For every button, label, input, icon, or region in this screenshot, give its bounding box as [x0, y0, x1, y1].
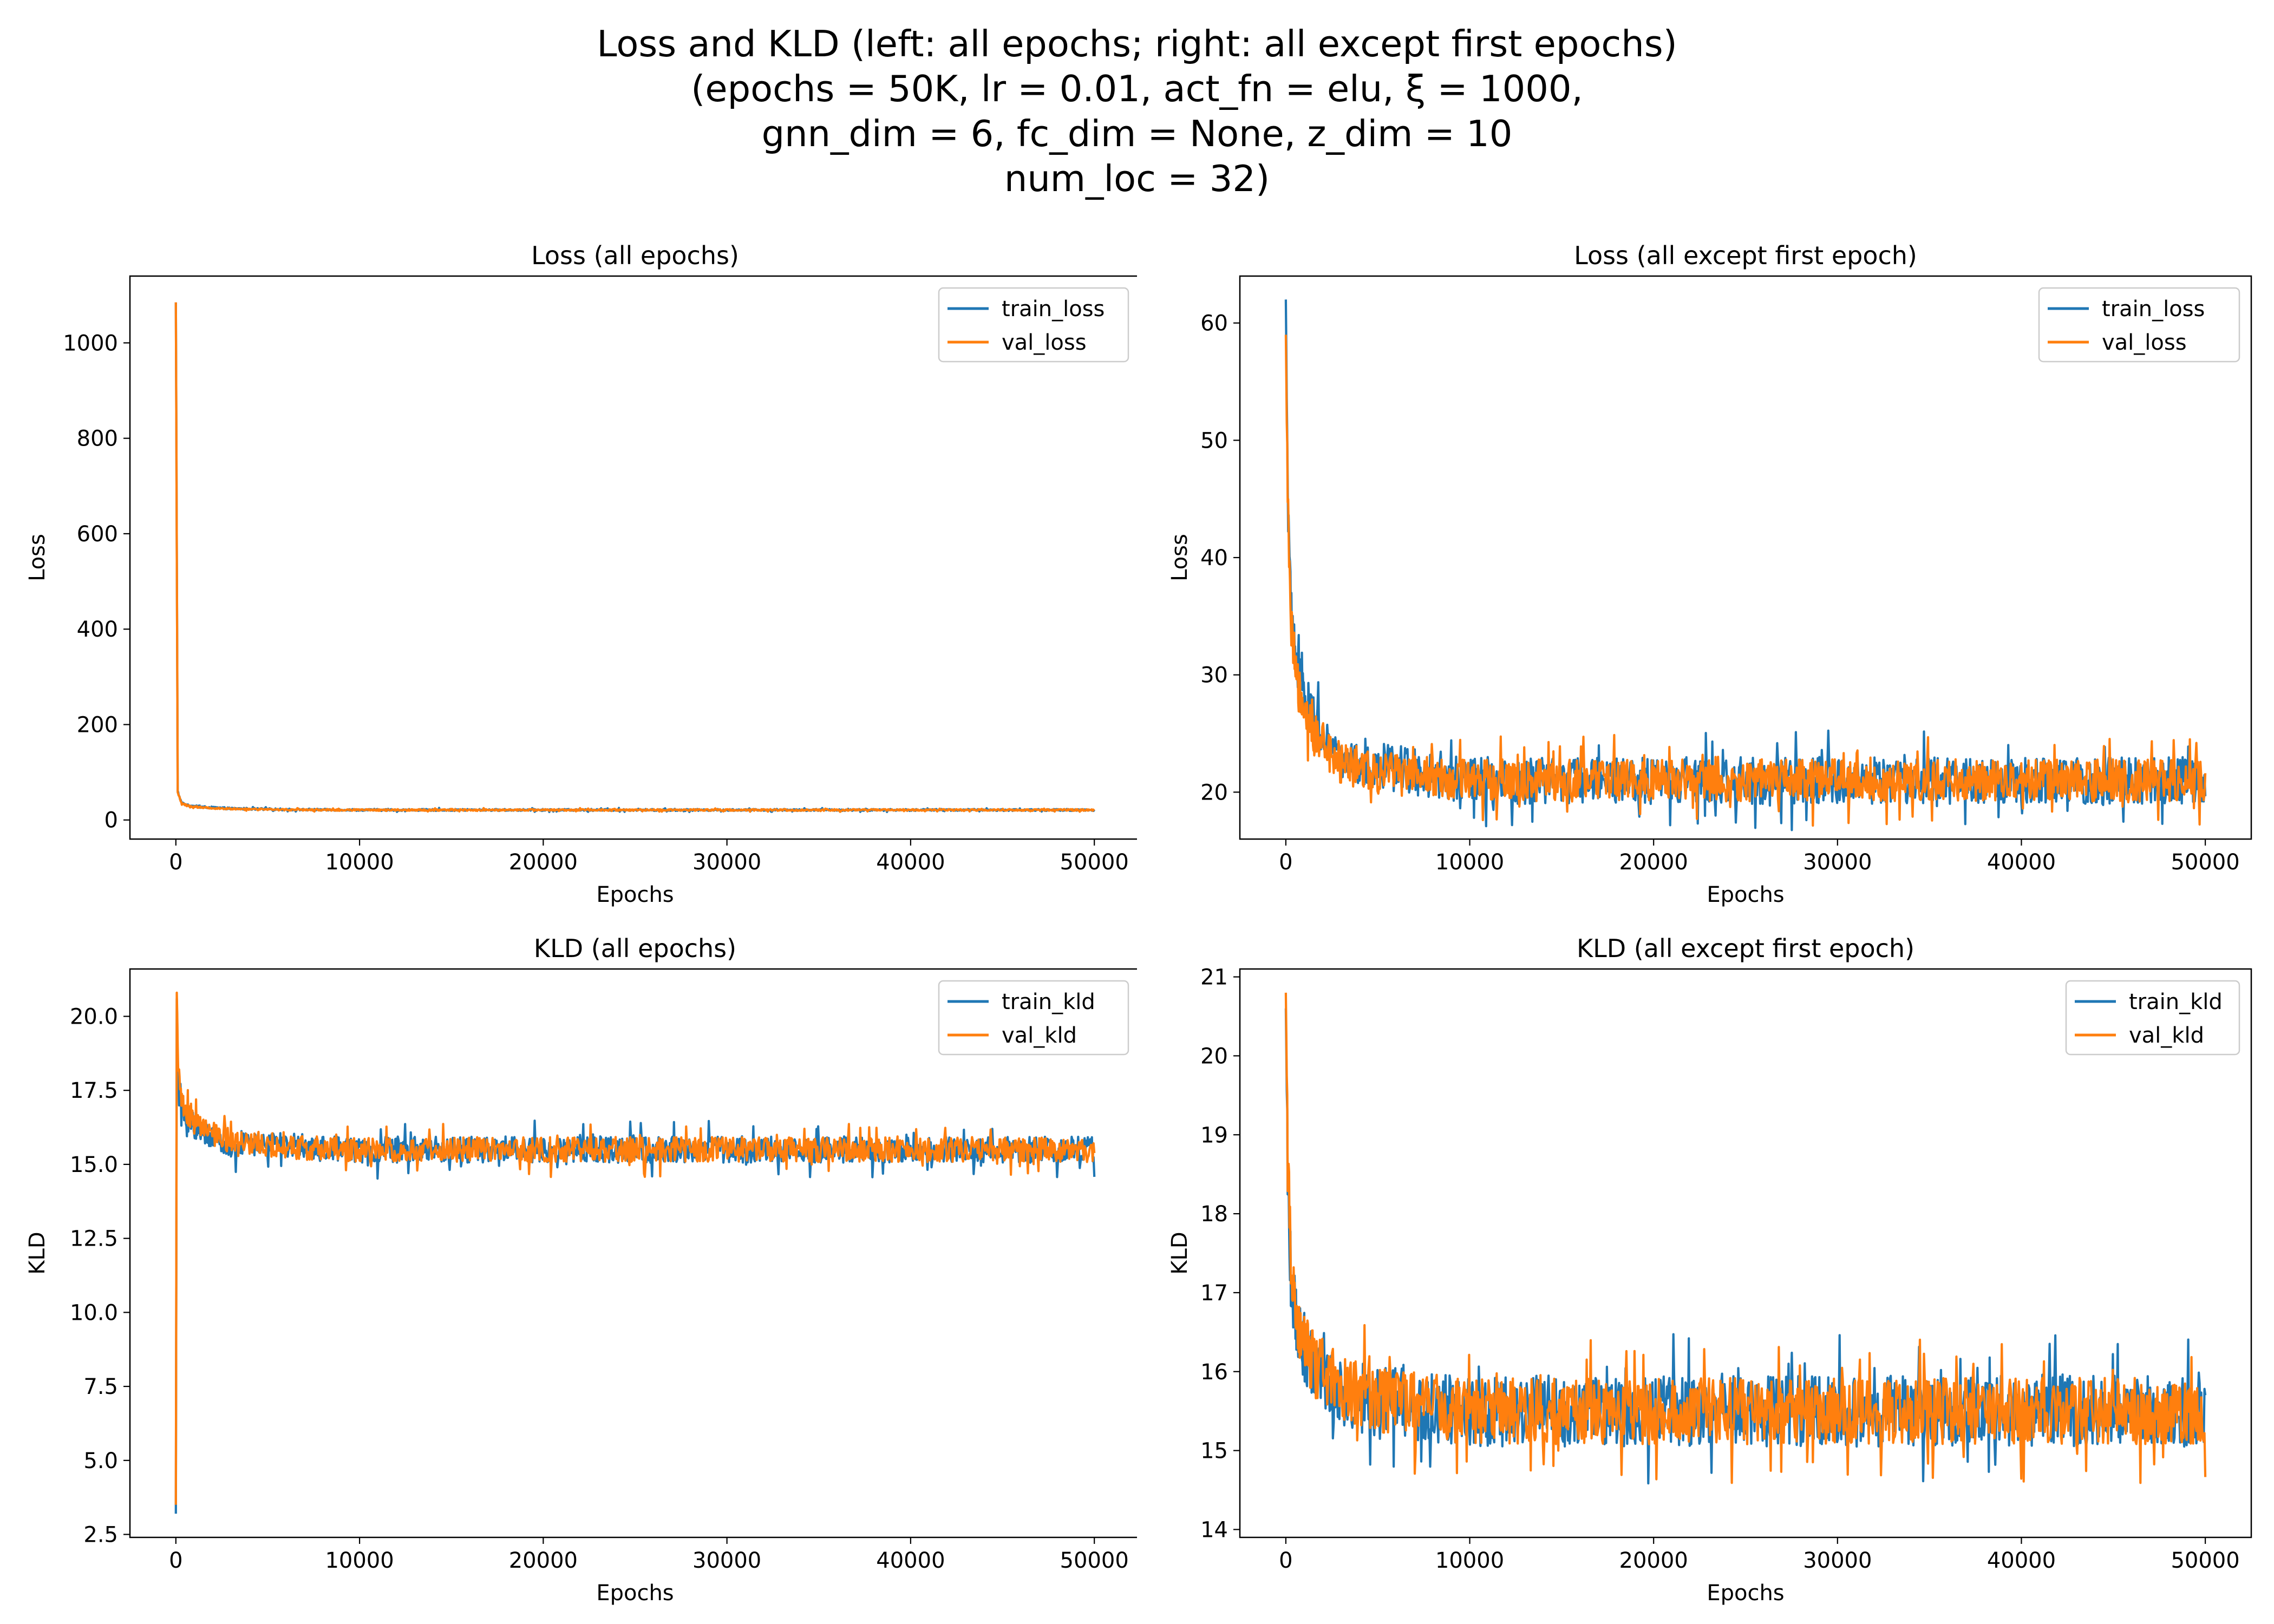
chart-title: KLD (all epochs): [534, 934, 736, 963]
x-tick-label: 50000: [1060, 850, 1129, 875]
x-tick-label: 0: [1279, 1548, 1292, 1573]
x-axis-label: Epochs: [596, 1581, 674, 1606]
x-axis-label: Epochs: [1707, 882, 1784, 907]
plot-frame: [129, 275, 1137, 840]
y-tick-label: 600: [77, 522, 118, 547]
legend-label-train_kld: train_kld: [1002, 990, 1095, 1014]
y-axis-label: Loss: [1167, 534, 1192, 581]
y-tick-label: 20.0: [70, 1005, 118, 1030]
legend-label-val_kld: val_kld: [2129, 1023, 2204, 1048]
y-tick-label: 21: [1200, 965, 1228, 990]
loss-all-epochs-chart: Loss (all epochs)0 10000 20000 30000 40000 50…: [25, 241, 1137, 907]
x-tick-label: 30000: [1803, 1548, 1872, 1573]
legend-label-val_loss: val_loss: [2102, 330, 2187, 355]
y-tick-label: 14: [1200, 1517, 1228, 1542]
y-tick-label: 400: [77, 617, 118, 642]
x-tick-label: 20000: [1619, 1548, 1688, 1573]
y-axis-label: KLD: [1167, 1232, 1192, 1274]
x-tick-label: 50000: [2171, 1548, 2239, 1573]
figure-title-line-1: Loss and KLD (left: all epochs; right: a…: [597, 23, 1677, 65]
kld-all-epochs-chart: KLD (all epochs) 0 10000 20000 30000 40000 500…: [25, 934, 1137, 1606]
y-tick-label: 10.0: [70, 1300, 118, 1325]
x-tick-label: 30000: [1803, 850, 1872, 875]
y-tick-label: 20: [1200, 780, 1228, 805]
x-tick-label: 0: [169, 1548, 182, 1573]
x-tick-label: 40000: [1987, 1548, 2056, 1573]
series-line-train_kld: [174, 997, 1096, 1514]
x-tick-label: 40000: [1987, 850, 2056, 875]
series-line-val_loss: [1284, 335, 2207, 827]
x-tick-label: 50000: [2171, 850, 2239, 875]
series-line-train_loss: [1284, 299, 2207, 831]
figure-title-line-3: gnn_dim = 6, fc_dim = None, z_dim = 10: [761, 113, 1513, 155]
kld-except-first-chart: KLD (all except first epoch) 0 10000 20000 3…: [1167, 934, 2252, 1606]
x-tick-label: 10000: [1435, 1548, 1504, 1573]
x-tick-label: 20000: [1619, 850, 1688, 875]
y-tick-label: 7.5: [83, 1374, 118, 1399]
y-tick-label: 40: [1200, 546, 1228, 571]
x-tick-label: 40000: [876, 1548, 945, 1573]
series-line-val_kld: [174, 991, 1096, 1505]
y-tick-label: 2.5: [83, 1523, 118, 1548]
y-tick-label: 50: [1200, 428, 1228, 453]
y-tick-label: 19: [1200, 1123, 1228, 1148]
y-tick-label: 17.5: [70, 1078, 118, 1103]
x-tick-label: 0: [169, 850, 182, 875]
y-tick-label: 1000: [63, 331, 118, 356]
y-tick-label: 800: [77, 427, 118, 451]
y-tick-label: 20: [1200, 1044, 1228, 1069]
x-tick-label: 10000: [325, 850, 394, 875]
y-tick-label: 18: [1200, 1202, 1228, 1227]
y-tick-label: 5.0: [83, 1449, 118, 1474]
series-line-train_loss: [174, 302, 1095, 814]
loss-except-first-chart: Loss (all except first epoch) 0 10000 20000…: [1167, 241, 2252, 907]
plot-frame: [129, 968, 1137, 1538]
y-axis-label: KLD: [25, 1232, 50, 1274]
y-tick-label: 15.0: [70, 1152, 118, 1177]
y-axis-label: Loss: [25, 534, 50, 581]
y-tick-label: 17: [1200, 1281, 1228, 1306]
x-tick-label: 20000: [509, 850, 578, 875]
y-tick-label: 30: [1200, 663, 1228, 688]
x-axis-label: Epochs: [1707, 1581, 1784, 1606]
y-tick-label: 15: [1200, 1439, 1228, 1464]
x-tick-label: 50000: [1060, 1548, 1129, 1573]
y-tick-label: 12.5: [70, 1227, 118, 1252]
x-tick-label: 20000: [509, 1548, 578, 1573]
x-tick-label: 40000: [876, 850, 945, 875]
chart-title: Loss (all except first epoch): [1574, 241, 1917, 270]
y-tick-label: 60: [1200, 311, 1228, 336]
x-tick-label: 30000: [692, 1548, 761, 1573]
legend-box: [2038, 287, 2240, 363]
chart-title: KLD (all except first epoch): [1577, 934, 1914, 963]
series-line-val_loss: [174, 302, 1095, 813]
legend-label-val_loss: val_loss: [1002, 330, 1087, 355]
y-tick-label: 16: [1200, 1360, 1228, 1385]
y-tick-label: 200: [77, 712, 118, 737]
legend-label-train_kld: train_kld: [2129, 990, 2223, 1014]
x-tick-label: 10000: [325, 1548, 394, 1573]
x-tick-label: 0: [1279, 850, 1292, 875]
legend-label-train_loss: train_loss: [1002, 297, 1105, 322]
series-line-val_kld: [1284, 992, 2207, 1484]
figure-title-line-2: (epochs = 50K, lr = 0.01, act_fn = elu, …: [691, 68, 1583, 110]
legend-label-train_loss: train_loss: [2102, 297, 2205, 322]
x-tick-label: 30000: [692, 850, 761, 875]
plot-frame: [1239, 968, 2252, 1538]
chart-title: Loss (all epochs): [531, 241, 739, 270]
legend-label-val_kld: val_kld: [1002, 1023, 1077, 1048]
x-axis-label: Epochs: [596, 882, 674, 907]
y-tick-label: 0: [104, 808, 118, 833]
figure-title-line-4: num_loc = 32): [1004, 158, 1270, 200]
x-tick-label: 10000: [1435, 850, 1504, 875]
